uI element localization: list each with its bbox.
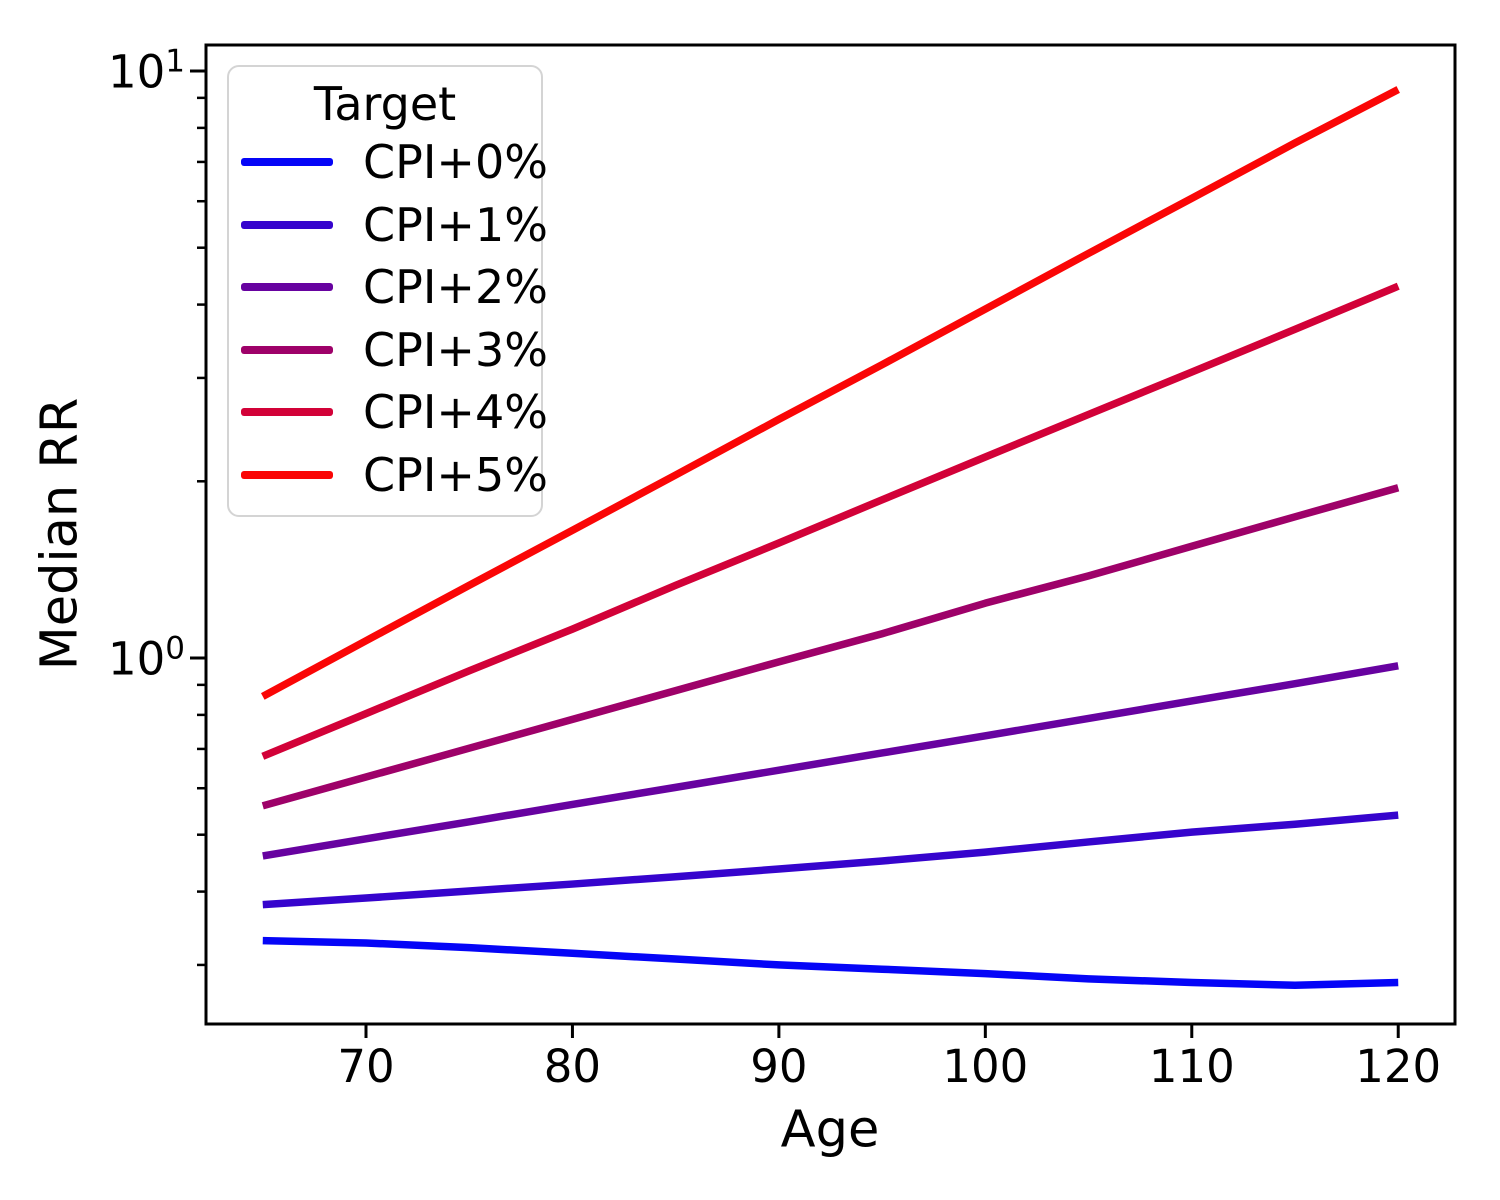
legend-item: CPI+3% xyxy=(229,319,548,382)
legend-label: CPI+3% xyxy=(363,322,548,377)
legend-swatch xyxy=(241,220,333,229)
x-tick-label: 70 xyxy=(337,1040,394,1093)
legend-items: CPI+0% CPI+1% CPI+2% CPI+3% CPI+4% CPI+5% xyxy=(229,131,548,507)
x-tick-label: 100 xyxy=(942,1040,1028,1093)
legend-swatch xyxy=(241,345,333,354)
legend: Target CPI+0% CPI+1% CPI+2% CPI+3% CPI+4% CPI… xyxy=(227,65,548,517)
legend-title: Target xyxy=(313,77,457,131)
y-axis-label: Median RR xyxy=(30,397,90,671)
x-axis-label: Age xyxy=(780,1100,880,1160)
y-tick-label: 100 xyxy=(108,630,185,686)
series-line-cpi-0- xyxy=(262,936,1399,990)
legend-label: CPI+5% xyxy=(363,447,548,502)
x-tick-label: 80 xyxy=(544,1040,601,1093)
legend-swatch xyxy=(241,408,333,417)
x-tick-label: 120 xyxy=(1355,1040,1441,1093)
legend-item: CPI+5% xyxy=(229,444,548,507)
series-line-cpi-1- xyxy=(262,811,1399,909)
y-tick-label: 101 xyxy=(108,43,185,99)
x-tick-label: 110 xyxy=(1149,1040,1235,1093)
x-tick-label: 90 xyxy=(750,1040,807,1093)
legend-item: CPI+0% xyxy=(229,131,548,194)
series-line-cpi-3- xyxy=(261,484,1400,810)
legend-swatch xyxy=(241,158,333,167)
legend-label: CPI+4% xyxy=(363,385,548,440)
legend-label: CPI+0% xyxy=(363,135,548,190)
series-line-cpi-5- xyxy=(260,86,1400,700)
legend-swatch xyxy=(241,283,333,292)
legend-label: CPI+2% xyxy=(363,260,548,315)
legend-label: CPI+1% xyxy=(363,197,548,252)
series-line-cpi-4- xyxy=(261,282,1400,760)
legend-item: CPI+1% xyxy=(229,194,548,257)
series-line-cpi-2- xyxy=(262,662,1399,860)
legend-swatch xyxy=(241,470,333,479)
legend-item: CPI+2% xyxy=(229,256,548,319)
axes-spines xyxy=(204,43,1457,1026)
legend-item: CPI+4% xyxy=(229,381,548,444)
